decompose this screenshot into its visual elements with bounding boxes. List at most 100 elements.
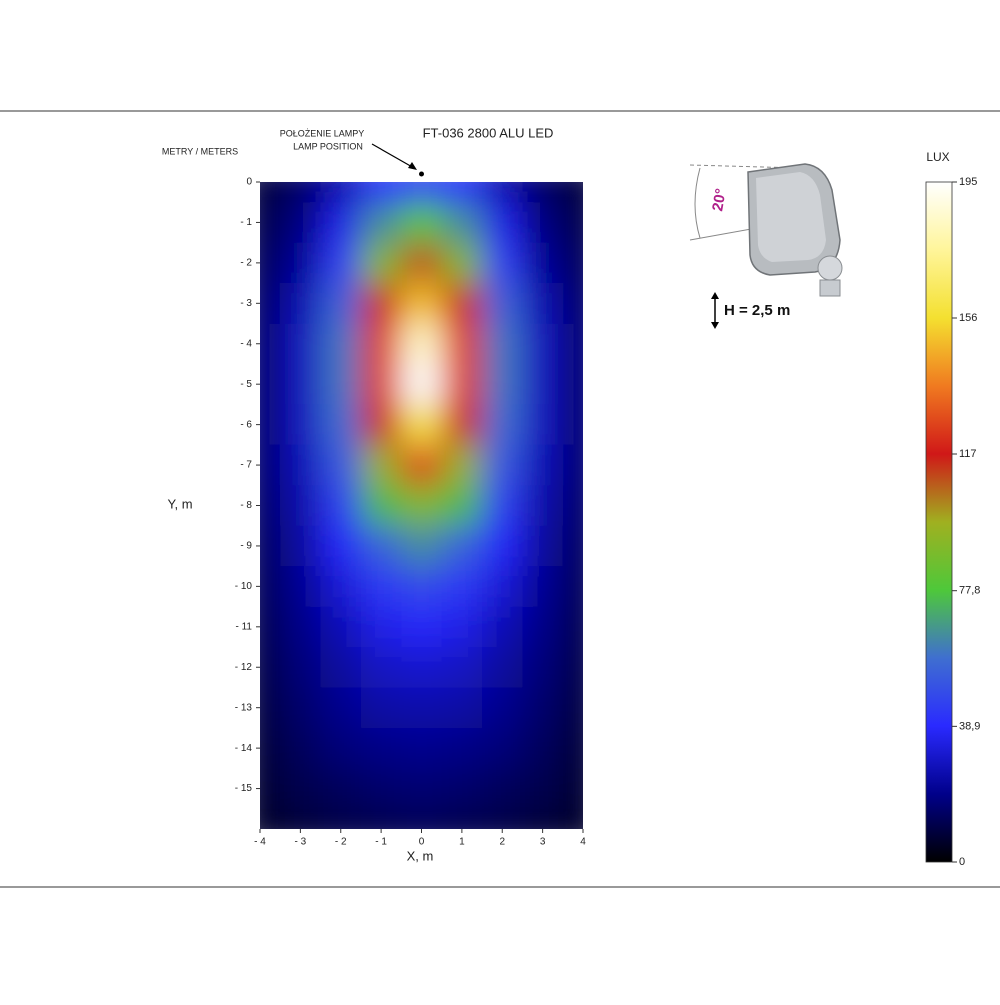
heat-cell (401, 202, 443, 244)
heat-cell (401, 182, 443, 203)
heat-cell (320, 182, 362, 203)
heat-cell (360, 323, 402, 365)
heat-cell (260, 768, 281, 810)
heat-cell (482, 444, 523, 486)
heat-cell (280, 283, 322, 325)
heat-cell (360, 283, 402, 325)
y-tick-label: - 4 (240, 338, 252, 349)
lamp-illustration: 20° H = 2,5 m (689, 163, 843, 329)
lamp-position (419, 171, 424, 177)
heat-cell (260, 323, 281, 365)
heat-cell (441, 727, 483, 769)
heat-cell (360, 202, 402, 244)
heat-cell (522, 808, 564, 829)
heat-cell (260, 202, 281, 244)
heat-cell (401, 525, 443, 567)
heat-cell (522, 687, 564, 729)
heat-cell (522, 444, 564, 486)
heat-cell (562, 768, 583, 810)
heatmap (260, 182, 583, 829)
heat-cell (260, 647, 281, 688)
lamp-arrow (371, 143, 415, 169)
heat-cell (441, 363, 483, 405)
y-tick-label: - 8 (240, 500, 252, 511)
height-arrow-head (711, 322, 719, 329)
heat-cell (522, 768, 564, 810)
colorbar-tick-label: 0 (959, 856, 965, 868)
y-tick-label: - 12 (235, 662, 253, 673)
colorbar-tick-label: 117 (959, 448, 977, 460)
heat-cell (482, 363, 523, 405)
heat-cell (260, 182, 281, 203)
heat-cell (401, 283, 443, 325)
heat-cell (562, 485, 583, 527)
heat-cell (260, 687, 281, 729)
heat-cell (320, 485, 362, 527)
x-tick-label: 3 (540, 837, 546, 848)
heat-cell (482, 283, 523, 325)
heat-cell (260, 808, 281, 829)
colorbar-tick-label: 77,8 (959, 585, 980, 597)
heat-cell (401, 485, 443, 527)
heat-cell (441, 768, 483, 810)
y-tick-label: - 2 (240, 258, 252, 269)
heat-cell (482, 525, 523, 567)
heat-cell (482, 727, 523, 769)
heat-cell (360, 404, 402, 446)
lamp-mount (819, 279, 841, 297)
heat-cell (401, 606, 443, 648)
axis-caption: METRY / METERS (162, 146, 238, 156)
heat-cell (360, 647, 402, 688)
heat-cell (320, 566, 362, 608)
heat-cell (482, 808, 523, 829)
heat-cell (360, 525, 402, 567)
heat-cell (280, 606, 322, 648)
y-tick-label: - 14 (235, 743, 253, 754)
heat-cell (320, 768, 362, 810)
heat-cell (522, 485, 564, 527)
x-axis-label: X, m (407, 848, 434, 863)
y-axis-label: Y, m (167, 496, 192, 511)
y-tick-label: - 6 (240, 419, 252, 430)
heat-cell (360, 242, 402, 284)
y-tick-label: - 10 (235, 581, 253, 592)
heat-cell (260, 444, 281, 486)
heat-cell (401, 404, 443, 446)
heat-cell (280, 768, 322, 810)
heat-cell (562, 202, 583, 244)
heat-cell (522, 182, 564, 203)
heat-cell (320, 242, 362, 284)
heat-cell (441, 647, 483, 688)
heat-cell (522, 283, 564, 325)
heat-cell (522, 727, 564, 769)
heat-cell (482, 182, 523, 203)
heat-cell (522, 647, 564, 688)
heat-cell (401, 727, 443, 769)
heat-cell (320, 808, 362, 829)
heat-cell (522, 404, 564, 446)
heat-cell (482, 242, 523, 284)
heat-cell (260, 566, 281, 608)
heat-cell (441, 404, 483, 446)
heat-cell (280, 647, 322, 688)
heat-cell (441, 323, 483, 365)
heat-cell (260, 485, 281, 527)
y-tick-label: - 13 (235, 702, 253, 713)
colorbar-tick-label: 195 (959, 176, 977, 188)
y-tick-label: - 11 (236, 621, 253, 632)
heat-cell (280, 202, 322, 244)
heat-cell (482, 768, 523, 810)
x-tick-label: 1 (459, 837, 465, 848)
heat-cell (260, 363, 281, 405)
heat-cell (401, 363, 443, 405)
lamp-label: LAMP POSITION (293, 141, 363, 151)
x-tick-label: - 2 (335, 837, 347, 848)
heat-cell (320, 647, 362, 688)
heat-cell (522, 202, 564, 244)
y-tick-label: - 3 (240, 298, 252, 309)
heat-cell (360, 182, 402, 203)
x-tick-label: 2 (499, 837, 505, 848)
heat-cell (360, 606, 402, 648)
